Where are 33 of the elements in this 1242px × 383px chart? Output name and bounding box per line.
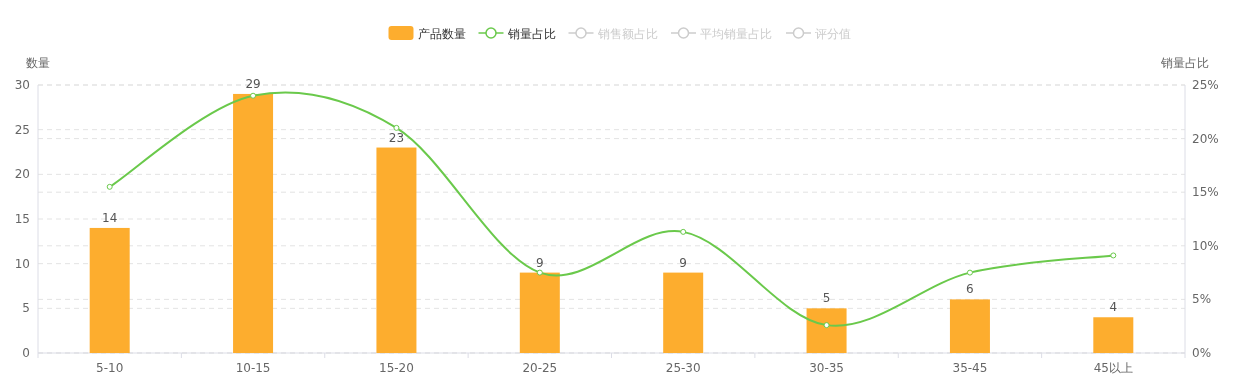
y-axis-title: 数量 [26, 56, 50, 70]
y-tick-label: 0 [22, 346, 30, 360]
data-label: 9 [535, 255, 544, 270]
y-tick-label: 30 [14, 78, 30, 92]
x-tick-label: 30-35 [809, 361, 844, 375]
data-label: 14 [102, 210, 118, 225]
y-tick-label: 10 [14, 256, 30, 271]
x-tick-label: 15-20 [379, 361, 414, 375]
data-label: 5 [822, 291, 831, 306]
x-tick-label: 45以上 [1093, 361, 1133, 375]
x-tick-label: 20-25 [522, 361, 558, 375]
data-label: 9 [679, 255, 688, 270]
x-tick-label: 10-15 [235, 361, 271, 375]
data-label: 4 [1109, 300, 1118, 315]
x-tick-label: 5-10 [96, 361, 124, 375]
data-label: 29 [245, 76, 261, 91]
y2-tick-label: 25% [1192, 78, 1219, 92]
y-tick-label: 5 [22, 301, 30, 316]
y2-tick-label: 10% [1192, 238, 1219, 253]
y2-axis-title: 销量占比 [1160, 56, 1209, 70]
y2-tick-label: 0% [1192, 346, 1212, 360]
y2-tick-label: 5% [1192, 292, 1212, 307]
y-tick-label: 20 [14, 167, 30, 182]
legend-label: 产品数量 [417, 26, 466, 41]
data-label: 6 [966, 282, 974, 297]
y2-tick-label: 15% [1192, 185, 1219, 200]
y-tick-label: 15 [14, 212, 30, 226]
data-label: 23 [388, 130, 405, 145]
x-tick-label: 35-45 [952, 361, 988, 375]
y2-tick-label: 20% [1192, 131, 1219, 146]
y-tick-label: 25 [14, 122, 30, 137]
legend-label: 销量占比 [506, 26, 556, 41]
x-tick-label: 25-30 [665, 361, 701, 375]
